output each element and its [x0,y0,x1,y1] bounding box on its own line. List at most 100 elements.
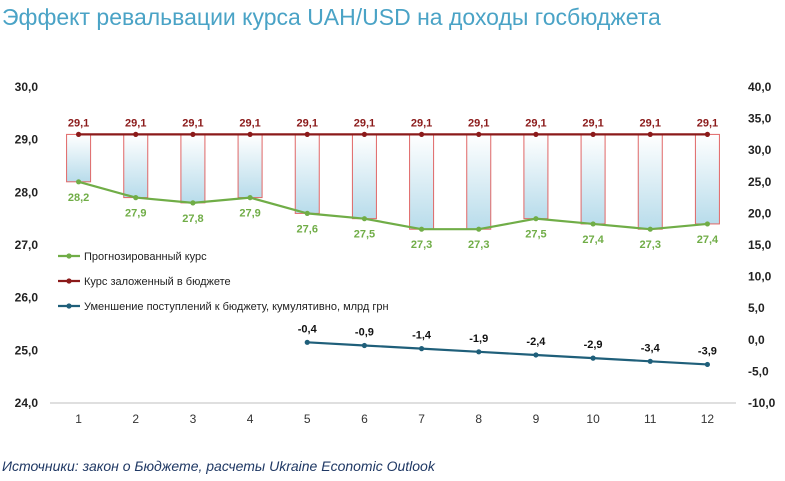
revenue-data-label: -1,9 [469,333,488,345]
budget-rate-data-label: 29,1 [354,117,375,129]
left-tick-label: 24,0 [15,396,39,410]
right-tick-label: 15,0 [748,238,772,252]
budget-rate-data-label: 29,1 [640,117,661,129]
forecast-rate-data-label: 27,9 [239,208,260,220]
revenue-data-label: -3,9 [698,345,717,357]
forecast-rate-data-label: 27,5 [354,229,375,241]
left-axis: 24,0 25,0 26,0 27,0 28,0 29,0 30,0 [15,80,39,410]
gap-bar [523,133,549,220]
budget-rate-point [247,131,253,137]
budget-rate-point [647,131,653,137]
right-tick-label: 5,0 [748,301,765,315]
budget-rate-data-label: 29,1 [468,117,489,129]
forecast-rate-data-label: 27,3 [640,239,661,251]
x-tick-label: 4 [247,412,254,426]
right-tick-label: 25,0 [748,175,772,189]
gap-bar [294,133,320,214]
x-tick-label: 6 [361,412,368,426]
gap-bars [66,133,720,230]
right-tick-label: -10,0 [748,396,776,410]
revenue-data-label: -2,9 [584,339,603,351]
right-tick-label: 30,0 [748,143,772,157]
forecast-rate-point [590,221,596,227]
revenue-data-label: -3,4 [641,342,661,354]
budget-rate-point [190,131,196,137]
legend-forecast-marker [66,253,72,259]
forecast-rate-data-label: 27,4 [582,234,604,246]
budget-rate-data-label: 29,1 [525,117,546,129]
gap-bar [66,133,92,183]
gap-bar [123,133,149,199]
forecast-rate-data-label: 27,3 [468,239,489,251]
revenue-point [647,358,653,364]
x-tick-label: 8 [475,412,482,426]
budget-rate-point [590,131,596,137]
left-tick-label: 29,0 [15,133,39,147]
budget-rate-data-label: 29,1 [297,117,318,129]
forecast-rate-data-label: 27,8 [182,213,203,225]
budget-rate-data-label: 29,1 [68,117,89,129]
x-axis: 1 2 3 4 5 6 7 8 9 10 11 12 [50,402,736,426]
forecast-rate-line [78,180,708,231]
x-tick-label: 5 [304,412,311,426]
right-tick-label: 40,0 [748,80,772,94]
forecast-rate-point [533,216,539,222]
revenue-point [418,346,425,352]
budget-rate-point [533,131,539,137]
gap-bar [351,133,377,220]
forecast-rate-point [133,195,139,201]
forecast-rate-point [361,216,368,222]
forecast-rate-data-label: 27,6 [297,223,318,235]
budget-rate-point [361,131,368,137]
legend-revenue-marker [66,303,72,309]
left-tick-label: 30,0 [15,80,39,94]
budget-rate-data-label: 29,1 [411,117,432,129]
budget-rate-data-label: 29,1 [182,117,203,129]
left-tick-label: 28,0 [15,185,39,199]
revenue-point [533,352,539,358]
series-points [75,131,711,368]
revenue-data-label: -0,9 [355,326,374,338]
legend-revenue-label: Уменшение поступлений к бюджету, кумулят… [84,301,389,313]
legend-forecast-label: Прогнозированный курс [84,251,207,263]
x-tick-label: 7 [418,412,425,426]
budget-rate-data-label: 29,1 [582,117,603,129]
legend-budget-label: Курс заложенный в бюджете [84,276,231,288]
forecast-rate-point [476,226,482,232]
forecast-rate-point [704,221,711,227]
series-lines [78,133,708,366]
revenue-point [361,342,368,349]
right-tick-label: -5,0 [748,364,769,378]
revenue-point [590,355,596,361]
right-tick-label: 35,0 [748,112,772,126]
x-tick-label: 9 [533,412,540,426]
gap-bar [180,133,206,204]
legend-budget-marker [66,278,72,284]
gap-bar [409,133,435,230]
chart-title: Эффект ревальвации курса UAH/USD на дохо… [2,4,661,30]
budget-rate-point [75,131,82,137]
revenue-data-label: -0,4 [298,323,318,335]
right-tick-label: 10,0 [748,270,772,284]
forecast-rate-point [647,226,653,232]
gap-bar [694,133,720,225]
revenue-data-label: -1,4 [412,330,432,342]
x-tick-label: 3 [190,412,197,426]
forecast-rate-point [247,195,253,201]
budget-rate-point [304,131,310,137]
left-tick-label: 25,0 [15,343,39,357]
forecast-rate-data-label: 27,3 [411,239,432,251]
x-tick-label: 2 [132,412,139,426]
left-tick-label: 27,0 [15,238,39,252]
forecast-rate-point [304,210,310,216]
right-tick-label: 20,0 [748,206,772,220]
x-tick-label: 1 [75,412,82,426]
revenue-point [704,361,711,368]
source-note: Источники: закон о Бюджете, расчеты Ukra… [2,458,435,474]
data-labels: 29,1 29,1 29,1 29,1 29,1 29,1 29,1 29,1 29,1 29,1… [68,117,719,357]
forecast-rate-data-label: 27,5 [525,229,546,241]
gap-bar [637,133,663,230]
legend: Прогнозированный курс Курс заложенный в б… [58,251,389,313]
budget-rate-data-label: 29,1 [697,117,718,129]
